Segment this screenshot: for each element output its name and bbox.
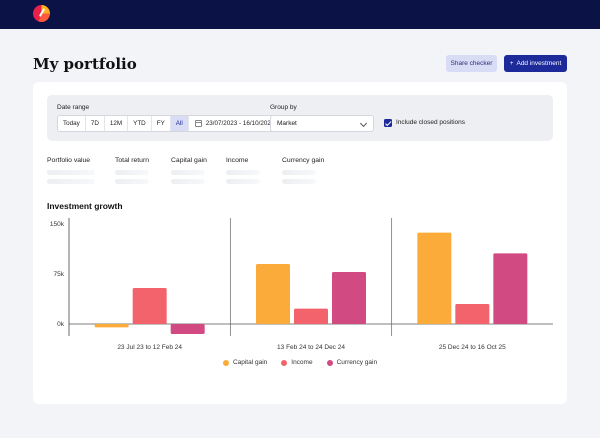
legend-label: Capital gain: [232, 359, 268, 366]
add-investment-label: Add investment: [516, 60, 562, 67]
bar-capital-gain: [417, 232, 452, 324]
brand-logo-icon[interactable]: [33, 5, 50, 22]
investment-growth-chart: 0k 75k 150k 23 Jul 23 to 12 Feb 24 13 Feb 24…: [50, 218, 553, 351]
include-closed-label[interactable]: Include closed positions: [396, 119, 466, 126]
stat-portfolio-value: Portfolio value: [47, 157, 91, 164]
group-by-select[interactable]: Market: [270, 115, 374, 132]
range-all[interactable]: All: [170, 116, 189, 131]
loading-skeleton: [47, 170, 95, 175]
bar-currency-gain: [493, 253, 528, 324]
date-range-label: Date range: [57, 104, 90, 111]
legend-swatch: [281, 359, 288, 366]
chart-title: Investment growth: [47, 201, 123, 211]
group-by-label: Group by: [270, 104, 297, 111]
stat-total-return: Total return: [115, 157, 150, 164]
legend-item-capital-gain: Capital gain: [222, 359, 268, 366]
portfolio-card: Date range Today 7D 12M YTD FY All 23/07…: [33, 82, 567, 404]
loading-skeleton: [47, 179, 95, 184]
stat-income: Income: [226, 157, 249, 164]
group-by-value: Market: [277, 120, 297, 127]
chart-legend: Capital gain Income Currency gain: [33, 359, 567, 366]
stat-currency-gain: Currency gain: [282, 157, 325, 164]
bar-currency-gain: [170, 324, 205, 334]
plus-icon: +: [509, 60, 514, 67]
bar-currency-gain: [332, 272, 366, 324]
range-ytd[interactable]: YTD: [128, 116, 152, 131]
chevron-down-icon: [359, 119, 368, 128]
filter-panel: Date range Today 7D 12M YTD FY All 23/07…: [47, 95, 553, 141]
loading-skeleton: [226, 170, 260, 175]
share-checker-button[interactable]: Share checker: [446, 55, 497, 72]
legend-label: Currency gain: [336, 359, 378, 366]
loading-skeleton: [115, 179, 149, 184]
legend-swatch: [222, 359, 229, 366]
x-category-label: 25 Dec 24 to 16 Oct 25: [439, 344, 506, 351]
calendar-icon: [194, 120, 202, 127]
y-tick-label: 0k: [57, 321, 65, 328]
stat-capital-gain: Capital gain: [171, 157, 207, 164]
loading-skeleton: [171, 170, 205, 175]
x-category-label: 13 Feb 24 to 24 Dec 24: [277, 344, 345, 351]
loading-skeleton: [171, 179, 205, 184]
date-range-input[interactable]: 23/07/2023 - 16/10/2025: [189, 116, 281, 131]
range-12m[interactable]: 12M: [105, 116, 129, 131]
range-today[interactable]: Today: [58, 116, 86, 131]
range-7d[interactable]: 7D: [86, 116, 105, 131]
bar-capital-gain: [256, 264, 290, 324]
date-range-value: 23/07/2023 - 16/10/2025: [205, 120, 275, 127]
share-checker-label: Share checker: [450, 60, 493, 67]
y-tick-label: 150k: [50, 221, 65, 228]
y-tick-label: 75k: [54, 271, 65, 278]
range-fy[interactable]: FY: [152, 116, 171, 131]
include-closed-checkbox[interactable]: [384, 119, 392, 127]
bar-income: [132, 288, 167, 324]
top-navigation-bar: [0, 0, 600, 29]
add-investment-button[interactable]: + Add investment: [504, 55, 567, 72]
bar-income: [294, 308, 328, 324]
loading-skeleton: [282, 179, 316, 184]
page-title: My portfolio: [33, 55, 137, 73]
loading-skeleton: [282, 170, 316, 175]
x-category-label: 23 Jul 23 to 12 Feb 24: [117, 344, 182, 351]
loading-skeleton: [226, 179, 260, 184]
bar-capital-gain: [94, 324, 129, 328]
loading-skeleton: [115, 170, 149, 175]
legend-item-income: Income: [281, 359, 313, 366]
date-range-selector: Today 7D 12M YTD FY All 23/07/2023 - 16/…: [57, 115, 282, 132]
legend-item-currency-gain: Currency gain: [326, 359, 378, 366]
legend-swatch: [326, 359, 333, 366]
bar-income: [455, 304, 490, 324]
legend-label: Income: [291, 359, 313, 366]
